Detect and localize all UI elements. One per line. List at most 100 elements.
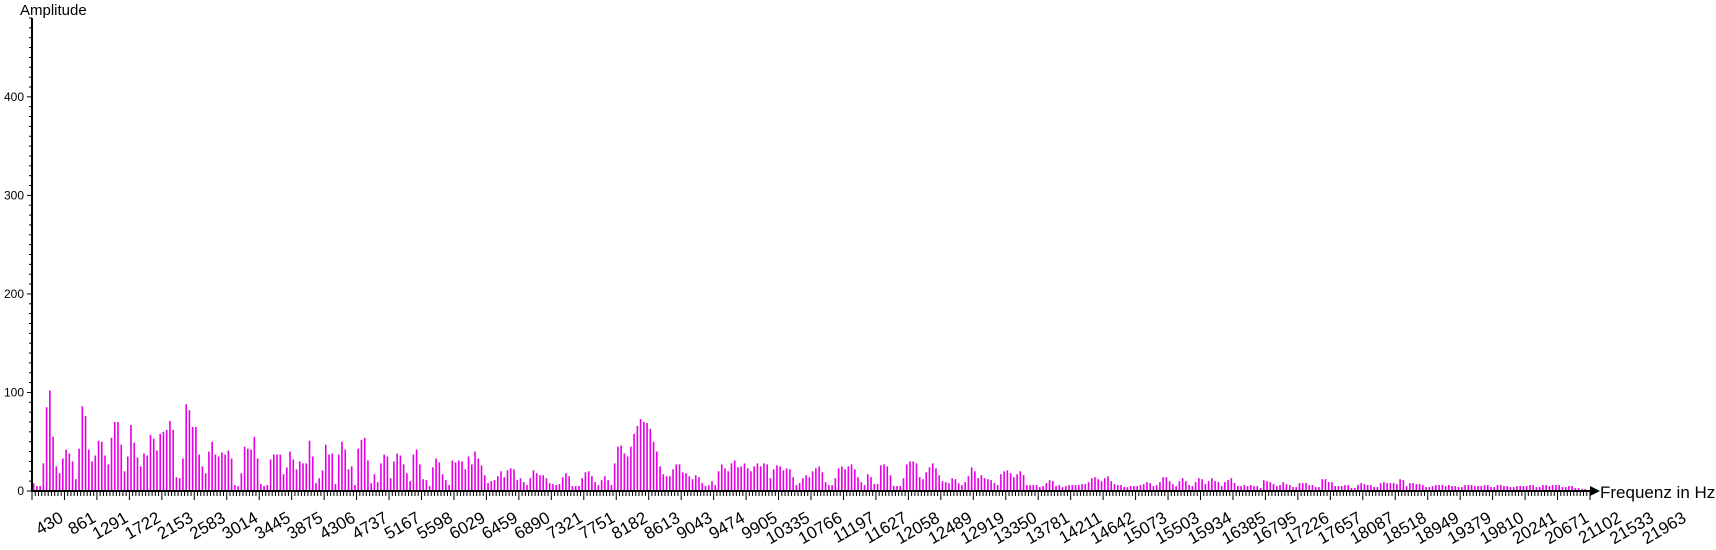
bar — [1100, 481, 1103, 491]
bar — [311, 456, 314, 491]
bar — [802, 478, 804, 491]
bar — [282, 474, 285, 491]
bar — [1220, 486, 1223, 491]
bar — [1292, 487, 1294, 491]
bar — [763, 463, 765, 491]
bar — [779, 466, 781, 491]
bar — [260, 484, 262, 491]
bar — [337, 454, 340, 491]
bar — [1490, 487, 1492, 491]
bar — [1301, 483, 1304, 491]
bar — [639, 419, 642, 491]
bar — [191, 426, 194, 491]
bar — [1431, 486, 1434, 491]
bar — [688, 476, 691, 491]
bar — [256, 458, 259, 491]
bar — [146, 455, 149, 491]
bar — [94, 455, 97, 491]
bar — [100, 441, 103, 491]
bar — [1035, 485, 1038, 491]
bar — [889, 475, 892, 491]
bar — [668, 476, 671, 491]
bar — [419, 464, 421, 491]
bar — [818, 466, 820, 491]
bar — [49, 390, 51, 491]
bar — [1165, 477, 1168, 491]
bar — [1425, 487, 1427, 491]
bar — [1181, 478, 1184, 491]
bar — [1506, 486, 1509, 491]
bar — [626, 456, 629, 491]
bar — [1256, 486, 1259, 491]
bar — [1103, 478, 1106, 491]
bar — [652, 441, 655, 491]
bar — [347, 469, 350, 491]
y-axis: 0 100 200 300 400 — [4, 17, 33, 498]
bar — [961, 485, 963, 491]
bar — [909, 461, 911, 491]
bar — [737, 467, 739, 491]
bar — [224, 454, 226, 491]
bar — [1538, 487, 1541, 491]
bar — [389, 478, 392, 491]
bar — [857, 477, 859, 491]
bar — [448, 485, 450, 491]
bar — [1350, 488, 1353, 491]
bar — [81, 406, 84, 491]
bar — [905, 464, 908, 491]
bar — [1344, 485, 1346, 491]
bar — [756, 463, 759, 491]
bar — [461, 461, 463, 491]
bar — [1019, 471, 1022, 491]
bar — [1428, 487, 1431, 491]
bar — [870, 477, 872, 491]
bar — [1577, 488, 1580, 491]
bar — [1191, 486, 1194, 491]
bar — [295, 469, 298, 491]
bar — [87, 449, 90, 491]
bar — [458, 460, 460, 491]
bar — [584, 472, 587, 491]
bar — [1250, 485, 1252, 491]
bar — [188, 410, 191, 491]
bar — [1574, 488, 1577, 491]
y-tick-label: 100 — [4, 385, 24, 399]
bar — [1486, 485, 1489, 491]
bar — [789, 469, 791, 491]
bar — [370, 483, 372, 491]
bar — [285, 467, 288, 491]
bar — [1392, 483, 1395, 491]
bar — [1013, 477, 1015, 491]
bar — [1522, 486, 1525, 491]
bar — [503, 477, 506, 491]
bar — [831, 485, 833, 491]
bar — [772, 469, 775, 491]
bar — [659, 466, 661, 491]
bar — [701, 483, 704, 491]
bar — [597, 485, 600, 491]
bar — [1058, 485, 1061, 491]
bar — [1032, 485, 1035, 491]
bar — [1399, 479, 1401, 491]
bar — [331, 453, 334, 491]
bar — [1314, 487, 1317, 491]
bar — [922, 479, 924, 491]
bar — [1389, 483, 1392, 491]
bar — [879, 465, 882, 491]
bar — [1347, 485, 1349, 491]
bar — [730, 463, 733, 491]
bar — [143, 453, 145, 491]
bar — [1149, 483, 1151, 491]
bar — [1447, 485, 1450, 491]
bar — [91, 461, 93, 491]
bar — [717, 471, 720, 491]
bar — [204, 473, 207, 491]
bar — [522, 482, 525, 491]
bar — [1324, 479, 1327, 491]
bar — [1340, 486, 1343, 491]
bar — [675, 464, 678, 491]
bar — [1451, 486, 1453, 491]
bar — [1113, 484, 1116, 491]
bar — [438, 462, 441, 491]
